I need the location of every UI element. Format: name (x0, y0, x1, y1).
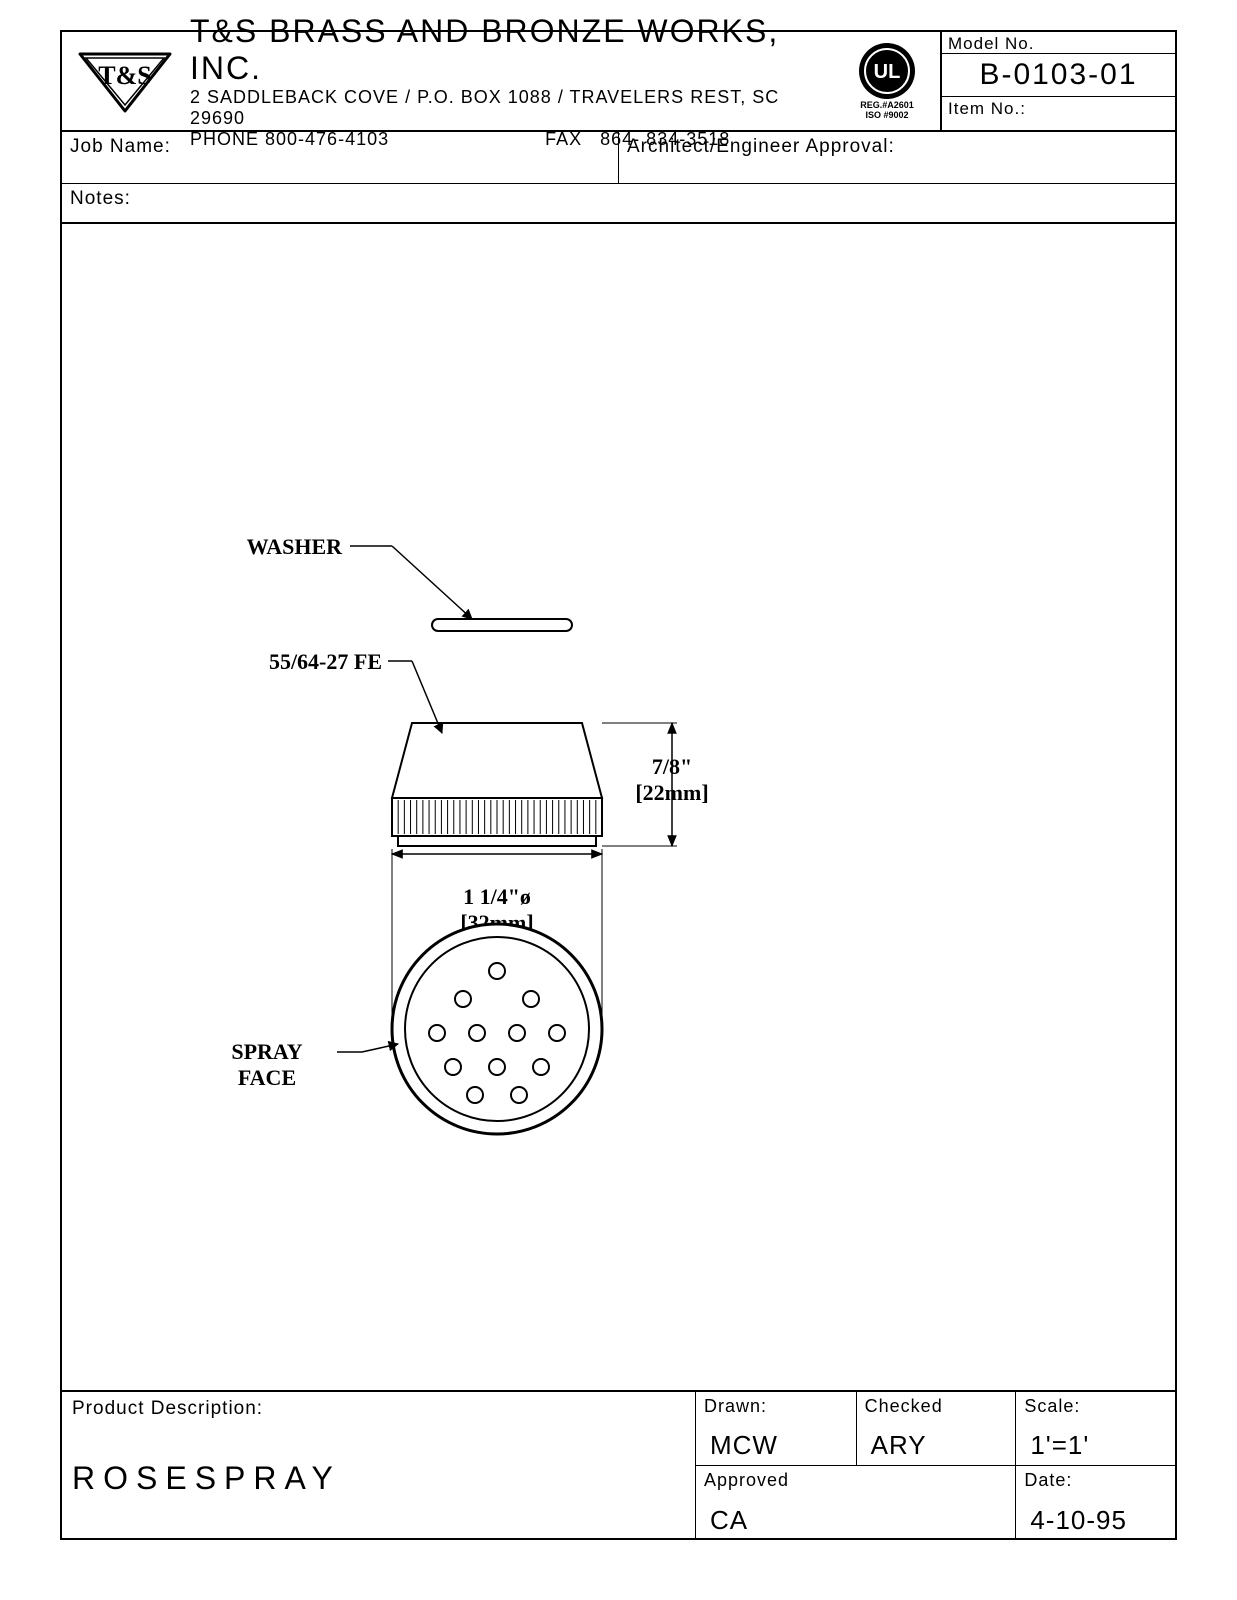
product-description-cell: Product Description: ROSESPRAY (62, 1392, 695, 1540)
item-no-cell: Item No.: (942, 97, 1175, 130)
ul-mark: UL REG.#A2601 ISO #9002 (842, 39, 932, 123)
svg-text:UL: UL (874, 61, 901, 83)
header-right: Model No. B-0103-01 Item No.: (940, 32, 1175, 130)
scale-value: 1'=1' (1024, 1430, 1167, 1461)
notes-cell: Notes: (62, 184, 1175, 224)
company-address: 2 SADDLEBACK COVE / P.O. BOX 1088 / TRAV… (190, 87, 832, 129)
model-no-label-cell: Model No. (942, 32, 1175, 54)
job-name-cell: Job Name: (62, 132, 618, 183)
item-no-label: Item No.: (948, 99, 1026, 118)
model-no-cell: B-0103-01 (942, 54, 1175, 97)
header-left: T&S T&S BRASS AND BRONZE WORKS, INC. 2 S… (62, 32, 940, 130)
title-block-header: T&S T&S BRASS AND BRONZE WORKS, INC. 2 S… (62, 32, 1175, 132)
product-description-label: Product Description: (72, 1398, 685, 1420)
footer-grid: Drawn: MCW Checked ARY Scale: 1'=1' Appr… (695, 1392, 1175, 1540)
ul-reg-line2: ISO #9002 (865, 111, 908, 121)
scale-cell: Scale: 1'=1' (1015, 1392, 1175, 1466)
approved-cell: Approved CA (696, 1466, 1015, 1540)
model-no: B-0103-01 (948, 56, 1169, 94)
footer-block: Product Description: ROSESPRAY Drawn: MC… (62, 1390, 1175, 1540)
date-label: Date: (1024, 1470, 1167, 1491)
drawn-label: Drawn: (704, 1396, 848, 1417)
drawn-cell: Drawn: MCW (696, 1392, 856, 1466)
company-info: T&S BRASS AND BRONZE WORKS, INC. 2 SADDL… (190, 13, 832, 150)
drawn-value: MCW (704, 1430, 848, 1461)
svg-text:T&S: T&S (98, 61, 151, 90)
product-description: ROSESPRAY (72, 1460, 685, 1497)
scale-label: Scale: (1024, 1396, 1167, 1417)
technical-drawing-svg (62, 224, 1175, 1390)
company-name: T&S BRASS AND BRONZE WORKS, INC. (190, 13, 832, 87)
model-no-label: Model No. (948, 34, 1034, 53)
approved-value: CA (704, 1505, 1007, 1536)
drawing-sheet: T&S T&S BRASS AND BRONZE WORKS, INC. 2 S… (60, 30, 1177, 1540)
approved-label: Approved (704, 1470, 1007, 1491)
date-value: 4-10-95 (1024, 1505, 1167, 1536)
checked-value: ARY (865, 1430, 1008, 1461)
checked-cell: Checked ARY (856, 1392, 1016, 1466)
drawing-area: WASHER 55/64-27 FE SPRAY FACE 7/8" [22mm… (62, 224, 1175, 1390)
checked-label: Checked (865, 1396, 1008, 1417)
date-cell: Date: 4-10-95 (1015, 1466, 1175, 1540)
job-arch-row: Job Name: Architect/Engineer Approval: (62, 132, 1175, 184)
architect-approval-cell: Architect/Engineer Approval: (618, 132, 1175, 183)
ts-logo: T&S (70, 41, 180, 121)
